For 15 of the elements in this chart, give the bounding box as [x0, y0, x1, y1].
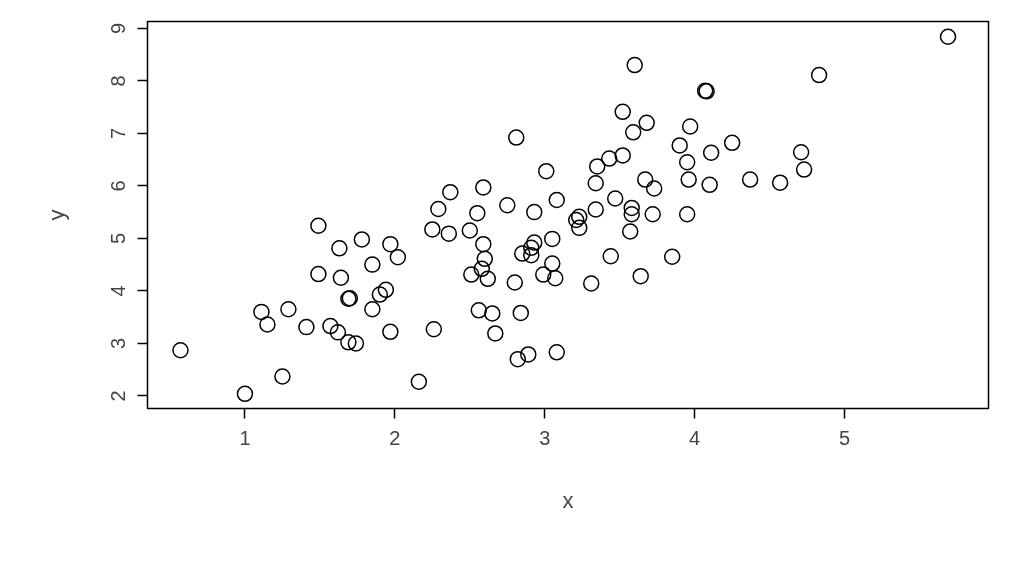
y-tick-label: 9 [107, 22, 130, 34]
y-axis-title: y [43, 209, 69, 221]
x-tick-label: 1 [239, 426, 251, 449]
x-tick-label: 2 [389, 426, 401, 449]
y-tick-label: 2 [107, 390, 130, 402]
y-tick-label: 8 [107, 75, 130, 87]
x-axis-title: x [562, 487, 574, 513]
x-tick-label: 4 [689, 426, 701, 449]
y-tick-label: 3 [107, 337, 130, 349]
x-tick-label: 5 [839, 426, 851, 449]
y-tick-label: 4 [107, 285, 130, 297]
x-tick-label: 3 [539, 426, 551, 449]
y-tick-label: 7 [107, 127, 130, 139]
y-tick-label: 5 [107, 232, 130, 244]
y-tick-label: 6 [107, 180, 130, 192]
